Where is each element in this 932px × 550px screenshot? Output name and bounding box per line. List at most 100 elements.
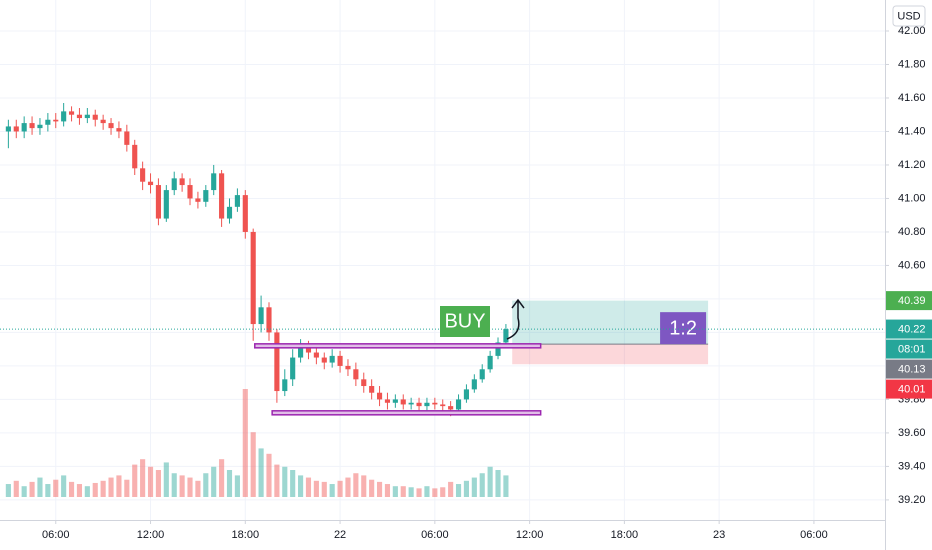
volume-bar: [369, 479, 375, 497]
candle-body: [392, 399, 398, 403]
candle-body: [108, 123, 114, 129]
candle-body: [68, 111, 75, 115]
volume-bar: [479, 473, 485, 497]
y-tick-label: 40.60: [898, 259, 926, 271]
volume-bar: [155, 470, 161, 497]
x-tick-label: 06:00: [800, 529, 828, 541]
volume-bar: [321, 481, 327, 497]
level-line: [254, 343, 542, 349]
volume-bar: [266, 453, 272, 497]
volume-bar: [298, 475, 304, 497]
candle-body: [353, 369, 359, 380]
volume-bar: [242, 389, 248, 497]
price-badge: [886, 359, 932, 379]
candle-body: [187, 185, 193, 199]
volume-bar: [250, 432, 256, 497]
volume-bar: [424, 486, 430, 497]
candle-body: [384, 399, 391, 403]
x-tick-label: 12:00: [516, 529, 544, 541]
candle-body: [250, 231, 256, 325]
candle-body: [305, 345, 312, 353]
volume-bar: [219, 459, 225, 497]
overlay: 1:2 BUY: [0, 298, 885, 416]
y-tick-label: 41.20: [898, 159, 926, 171]
x-tick-label: 06:00: [421, 529, 449, 541]
x-tick-label: 06:00: [42, 529, 70, 541]
volume-bar: [61, 475, 67, 497]
y-tick-label: 39.20: [898, 494, 926, 506]
candle-body: [337, 355, 343, 366]
volume-bar: [440, 487, 446, 497]
candle-body: [440, 404, 446, 407]
candle-body: [132, 144, 138, 169]
candle-body: [92, 114, 98, 120]
volume-bar: [258, 448, 264, 497]
volume-bar: [179, 475, 185, 497]
candle-body: [416, 402, 422, 407]
volume-bar: [503, 475, 509, 497]
volume-bar: [345, 477, 351, 497]
candle-body: [147, 181, 154, 186]
candle-body: [361, 379, 367, 387]
candle-body: [203, 190, 209, 202]
candle-body: [140, 168, 146, 182]
volume-bar: [76, 484, 83, 497]
volume-bar: [432, 488, 438, 497]
price-badge-label: 40.01: [898, 383, 926, 395]
volume-bar: [353, 473, 359, 497]
volume-bar: [448, 481, 454, 497]
volume-bar: [487, 466, 493, 497]
candle-body: [21, 123, 27, 132]
price-badge: [886, 339, 932, 359]
currency-box[interactable]: [892, 5, 926, 27]
y-tick-label: 41.40: [898, 125, 926, 137]
candle-body: [234, 195, 240, 207]
volume-bar: [329, 484, 335, 497]
price-badge: [886, 291, 932, 311]
arrow: [506, 298, 525, 340]
volume-bar: [416, 488, 422, 497]
y-tick-label: 39.60: [898, 427, 926, 439]
price-badge-label: 40.39: [898, 295, 926, 307]
candle-body: [455, 399, 462, 410]
candle-body: [195, 198, 201, 202]
y-tick-label: 41.00: [898, 192, 926, 204]
volume-bar: [274, 464, 280, 497]
volume-bar: [234, 475, 240, 497]
volume-bar: [163, 462, 169, 497]
volume-bar: [337, 480, 343, 497]
candle-body: [84, 114, 90, 119]
y-tick-label: 41.80: [898, 58, 926, 70]
candle-body: [376, 392, 383, 400]
volume-bar: [147, 466, 154, 497]
candle-body: [116, 128, 122, 132]
price-badge-label: 40.22: [898, 323, 926, 335]
stop-zone: [512, 344, 709, 365]
candle-body: [345, 365, 351, 370]
volume-bar: [171, 473, 177, 497]
volume-bar: [203, 473, 209, 497]
candle-body: [13, 126, 19, 132]
buy-box: [440, 306, 490, 337]
candle-body: [313, 352, 319, 358]
volume-bar: [392, 486, 398, 497]
volume-bar: [108, 477, 114, 497]
volume-bar: [92, 482, 98, 497]
volume-bar: [384, 484, 391, 497]
y-tick-label: 42.00: [898, 25, 926, 37]
grid: [0, 0, 885, 520]
candle-body: [258, 307, 264, 325]
volume-bar: [124, 479, 130, 497]
volume-bar: [313, 480, 319, 497]
candle-body: [487, 355, 493, 370]
volume-bar: [5, 484, 11, 497]
candle-body: [53, 119, 59, 122]
volume-bar: [84, 486, 90, 497]
volume-bar: [471, 477, 477, 497]
candle-body: [503, 329, 509, 343]
candle-body: [29, 123, 35, 129]
candle-body: [226, 206, 233, 219]
volume-bar: [211, 466, 217, 497]
volume-bar: [45, 484, 51, 497]
